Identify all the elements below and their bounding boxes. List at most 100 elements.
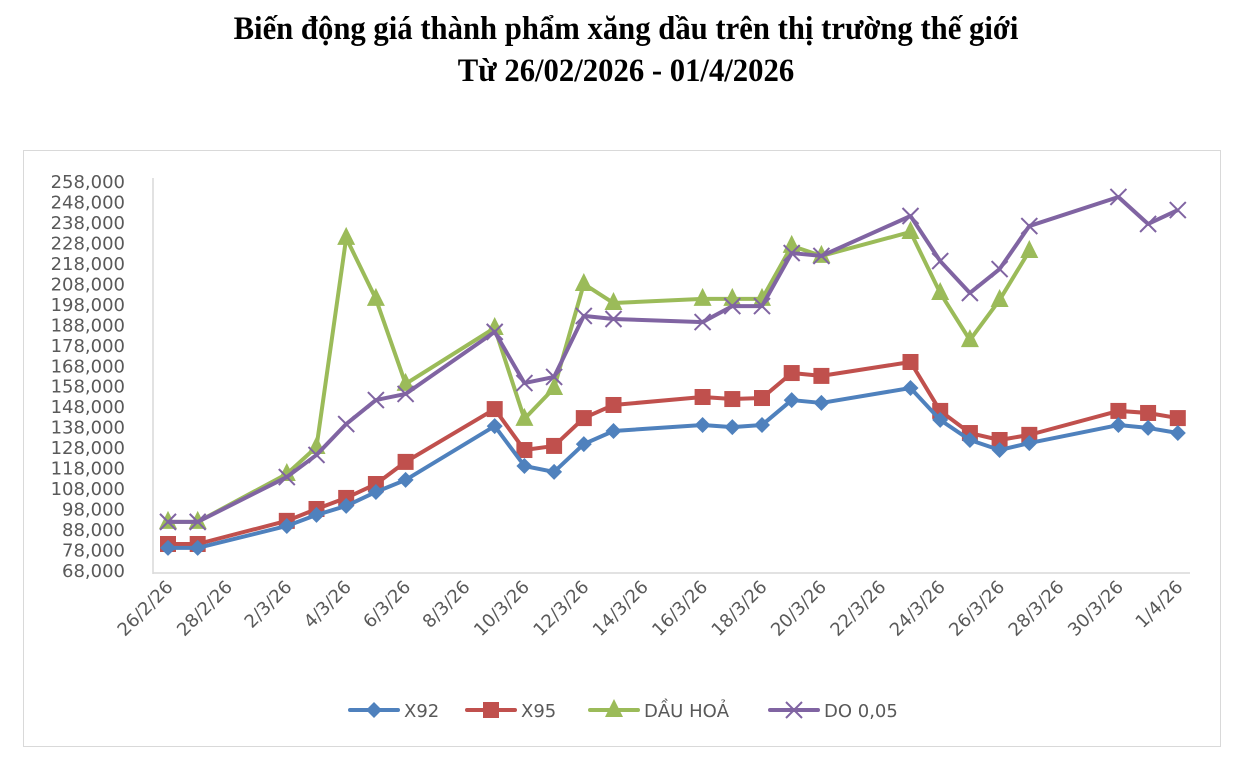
y-tick-label: 198,000 (51, 295, 125, 316)
x-tick: 30/3/26 (1064, 577, 1128, 641)
x-tick-label: 24/3/26 (886, 577, 950, 641)
x-marker (575, 307, 593, 325)
x-marker (515, 374, 534, 392)
x-marker (367, 391, 385, 409)
x-tick: 6/3/26 (359, 577, 415, 633)
legend-label: X95 (521, 701, 556, 722)
triangle-marker (545, 376, 564, 395)
square-marker (813, 367, 830, 384)
x-marker (278, 468, 296, 486)
x-marker (307, 446, 326, 464)
x-tick-label: 22/3/26 (826, 577, 890, 641)
diamond-marker (397, 471, 414, 488)
x-tick-label: 12/3/26 (529, 577, 593, 641)
diamond-marker (338, 497, 355, 514)
diamond-marker (724, 419, 741, 436)
x-tick-label: 30/3/26 (1064, 577, 1128, 641)
x-marker (901, 207, 920, 225)
x-tick: 4/3/26 (300, 577, 356, 633)
y-tick-label: 138,000 (51, 418, 125, 439)
diamond-marker (961, 431, 978, 448)
diamond-marker (813, 394, 830, 411)
triangle-marker (515, 407, 534, 426)
x-marker (990, 260, 1009, 278)
square-marker (546, 437, 563, 454)
chart-frame (23, 150, 1221, 747)
x-tick: 10/3/26 (470, 577, 534, 641)
legend-label: X92 (404, 701, 439, 722)
diamond-marker (160, 539, 176, 556)
square-marker (1140, 404, 1157, 421)
x-tick: 1/4/26 (1132, 577, 1188, 633)
triangle-marker (990, 288, 1009, 307)
x-marker (753, 297, 771, 315)
square-marker (397, 453, 414, 470)
square-marker (902, 353, 919, 370)
legend-item: X92 (348, 701, 439, 722)
legend-label: DO 0,05 (824, 701, 898, 722)
x-marker (723, 297, 742, 315)
y-tick-label: 208,000 (51, 274, 125, 295)
y-tick-label: 78,000 (62, 541, 125, 562)
x-marker (782, 244, 801, 262)
x-tick-label: 1/4/26 (1132, 577, 1188, 633)
y-tick-label: 238,000 (51, 213, 125, 234)
y-tick-label: 218,000 (51, 254, 125, 275)
x-marker (961, 284, 979, 302)
triangle-marker (485, 317, 504, 336)
diamond-marker (991, 442, 1008, 459)
y-tick-label: 228,000 (51, 233, 125, 254)
y-tick-label: 168,000 (51, 356, 125, 377)
x-marker (485, 323, 504, 341)
x-tick-label: 8/3/26 (419, 577, 475, 633)
x-tick: 2/3/26 (241, 577, 297, 633)
legend-item: DO 0,05 (768, 701, 898, 722)
diamond-marker (754, 417, 770, 434)
triangle-marker (604, 292, 623, 311)
x-tick-label: 10/3/26 (470, 577, 534, 641)
y-tick-label: 248,000 (51, 192, 125, 213)
x-marker (545, 368, 563, 386)
triangle-marker (574, 272, 593, 291)
x-tick-label: 6/3/26 (359, 577, 415, 633)
diamond-marker (366, 702, 382, 718)
x-marker (604, 310, 623, 328)
triangle-marker (1020, 240, 1039, 259)
diamond-marker (486, 418, 503, 435)
diamond-marker (189, 539, 206, 556)
y-tick-label: 68,000 (62, 561, 125, 582)
square-marker (1110, 402, 1127, 419)
y-tick-label: 188,000 (51, 315, 125, 336)
square-marker (991, 431, 1008, 448)
diamond-marker (367, 483, 384, 500)
square-marker (754, 390, 770, 407)
clipped-following-text (0, 758, 1252, 778)
diamond-marker (1140, 419, 1157, 436)
chart-title-line-1: Biến động giá thành phẩm xăng dầu trên t… (233, 11, 1019, 47)
legend-item: DẦU HOẢ (588, 698, 730, 722)
x-marker (1139, 215, 1157, 233)
x-tick-label: 14/3/26 (589, 577, 653, 641)
x-tick-label: 26/3/26 (945, 577, 1009, 641)
triangle-marker (337, 226, 356, 245)
x-tick: 18/3/26 (708, 577, 772, 641)
square-marker (1021, 426, 1038, 443)
series-line (168, 194, 1179, 524)
diamond-marker (694, 417, 711, 434)
x-marker (1109, 188, 1128, 206)
legend: X92 X95 DẦU HOẢ DO 0,05 (348, 698, 898, 722)
x-tick: 28/2/26 (173, 577, 237, 641)
chart-title-line-2: Từ 26/02/2026 - 01/4/2026 (457, 53, 795, 89)
x-marker (785, 701, 803, 719)
legend-item: X95 (465, 701, 556, 722)
square-marker (1169, 410, 1186, 427)
x-marker (159, 513, 177, 531)
x-tick: 26/3/26 (945, 577, 1009, 641)
diamond-marker (783, 392, 800, 409)
x-tick: 22/3/26 (826, 577, 890, 641)
series-do-0-05 (159, 188, 1187, 531)
y-tick-label: 128,000 (51, 438, 125, 459)
diamond-marker (902, 379, 919, 396)
square-marker (694, 388, 711, 405)
